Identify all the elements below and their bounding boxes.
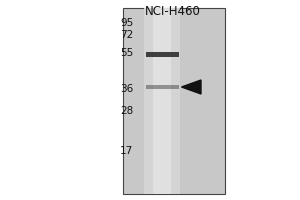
Bar (144, 8, 180, 194)
Bar (123, 8, 225, 194)
Text: 95: 95 (120, 18, 134, 28)
Bar (153, 8, 171, 194)
Text: 72: 72 (120, 30, 134, 40)
Text: 17: 17 (120, 146, 134, 156)
Text: 36: 36 (120, 84, 134, 94)
Text: 55: 55 (120, 48, 134, 58)
Polygon shape (182, 80, 201, 94)
Text: NCI-H460: NCI-H460 (145, 5, 200, 18)
Bar (146, 85, 178, 89)
Bar (146, 51, 178, 56)
Text: 28: 28 (120, 106, 134, 116)
